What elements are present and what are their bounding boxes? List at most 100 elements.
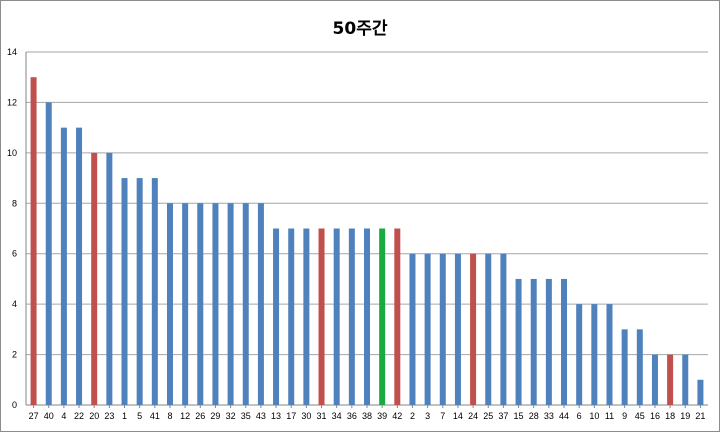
x-tick-label: 28 (529, 411, 539, 421)
x-tick-label: 7 (440, 411, 445, 421)
y-tick-label: 6 (12, 249, 17, 259)
bar (136, 178, 143, 405)
x-tick-label: 13 (271, 411, 281, 421)
bar (606, 304, 613, 405)
x-tick-label: 38 (362, 411, 372, 421)
x-tick-label: 21 (695, 411, 705, 421)
y-tick-label: 2 (12, 350, 17, 360)
x-tick-label: 24 (468, 411, 478, 421)
x-tick-label: 45 (635, 411, 645, 421)
bar (197, 203, 204, 405)
bar (227, 203, 234, 405)
bar (545, 278, 552, 405)
bar (182, 203, 189, 405)
bar (212, 203, 219, 405)
x-tick-label: 31 (317, 411, 327, 421)
x-tick-label: 42 (392, 411, 402, 421)
bar (106, 152, 113, 405)
bar (651, 354, 658, 405)
bar (91, 152, 98, 405)
bar (576, 304, 583, 405)
bar (288, 228, 295, 405)
x-tick-label: 10 (589, 411, 599, 421)
bar (333, 228, 340, 405)
bar (30, 77, 37, 405)
bar (318, 228, 325, 405)
bar (591, 304, 598, 405)
bar (667, 354, 674, 405)
bar (364, 228, 370, 405)
x-tick-label: 44 (559, 411, 569, 421)
x-tick-label: 35 (241, 411, 251, 421)
x-tick-label: 5 (137, 411, 142, 421)
x-tick-label: 29 (210, 411, 220, 421)
bar (485, 253, 492, 405)
bar (151, 178, 158, 405)
x-tick-label: 11 (605, 411, 614, 421)
x-tick-label: 6 (577, 411, 582, 421)
x-tick-label: 36 (347, 411, 357, 421)
x-tick-label: 4 (61, 411, 66, 421)
bar (621, 329, 628, 405)
bar (257, 203, 264, 405)
x-tick-label: 8 (167, 411, 172, 421)
x-tick-label: 15 (514, 411, 524, 421)
bar (348, 228, 355, 405)
x-tick-label: 1 (122, 411, 127, 421)
y-tick-label: 12 (7, 97, 17, 107)
bar (470, 253, 477, 405)
bar (394, 228, 401, 405)
bar (424, 253, 431, 405)
x-tick-label: 16 (650, 411, 660, 421)
x-tick-label: 18 (665, 411, 675, 421)
bar (682, 354, 689, 405)
y-tick-label: 14 (7, 47, 17, 57)
bar (515, 278, 522, 405)
y-tick-label: 10 (7, 148, 17, 158)
bar (439, 253, 446, 405)
bar (45, 102, 52, 405)
bar (242, 203, 249, 405)
bar (636, 329, 643, 405)
x-tick-label: 17 (286, 411, 296, 421)
x-tick-label: 32 (226, 411, 236, 421)
x-tick-label: 20 (89, 411, 99, 421)
x-tick-label: 40 (44, 411, 54, 421)
bar (500, 253, 507, 405)
x-tick-label: 41 (150, 411, 160, 421)
x-tick-label: 23 (104, 411, 114, 421)
x-tick-label: 19 (680, 411, 690, 421)
bar (697, 379, 704, 405)
bar (121, 178, 128, 405)
x-tick-label: 22 (74, 411, 84, 421)
x-tick-label: 2 (410, 411, 415, 421)
x-tick-label: 27 (29, 411, 39, 421)
x-tick-label: 33 (544, 411, 554, 421)
x-tick-label: 14 (453, 411, 463, 421)
x-tick-label: 30 (301, 411, 311, 421)
x-tick-label: 12 (180, 411, 190, 421)
x-tick-label: 25 (483, 411, 493, 421)
bar (60, 127, 67, 406)
y-tick-label: 4 (12, 299, 17, 309)
bar (76, 127, 83, 406)
x-tick-label: 9 (622, 411, 627, 421)
x-tick-label: 3 (425, 411, 430, 421)
bar (530, 278, 537, 405)
bar (409, 253, 416, 405)
x-tick-label: 37 (498, 411, 508, 421)
x-tick-label: 39 (377, 411, 387, 421)
y-tick-label: 8 (12, 198, 17, 208)
x-tick-label: 26 (195, 411, 205, 421)
bar (166, 203, 173, 405)
x-tick-label: 43 (256, 411, 266, 421)
bar (273, 228, 280, 405)
bar (454, 253, 461, 405)
bar (303, 228, 310, 405)
bar (561, 278, 568, 405)
x-tick-label: 34 (332, 411, 342, 421)
bar (379, 228, 386, 405)
y-tick-label: 0 (12, 400, 17, 410)
